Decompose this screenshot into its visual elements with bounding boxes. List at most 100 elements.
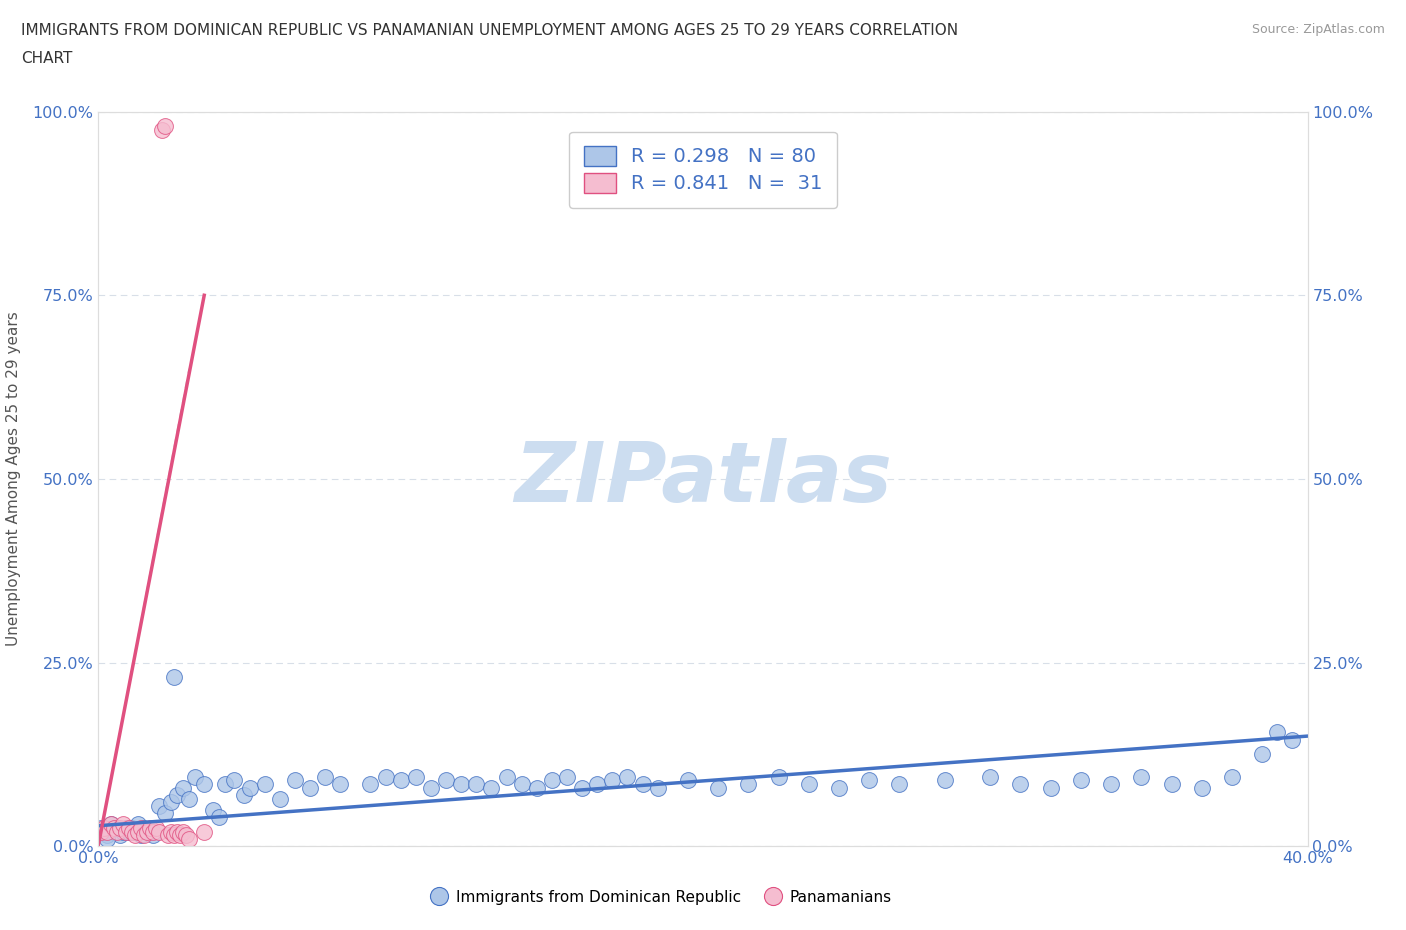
Point xyxy=(858,773,880,788)
Point xyxy=(571,780,593,795)
Point xyxy=(129,828,152,843)
Point xyxy=(156,828,179,843)
Point xyxy=(103,824,125,839)
Point xyxy=(163,670,186,684)
Point xyxy=(114,824,136,839)
Point xyxy=(1281,732,1303,747)
Point xyxy=(139,820,162,835)
Point xyxy=(434,773,457,788)
Point xyxy=(118,820,141,835)
Point xyxy=(737,777,759,791)
Point xyxy=(526,780,548,795)
Point xyxy=(269,791,291,806)
Point xyxy=(127,824,149,839)
Point xyxy=(707,780,730,795)
Point xyxy=(96,831,118,846)
Point xyxy=(405,769,427,784)
Point xyxy=(1220,769,1243,784)
Point xyxy=(202,802,225,817)
Point xyxy=(979,769,1001,784)
Point xyxy=(510,777,533,791)
Point xyxy=(360,777,382,791)
Point xyxy=(602,773,624,788)
Point xyxy=(111,817,134,831)
Point xyxy=(179,831,201,846)
Point xyxy=(139,824,162,839)
Point xyxy=(96,828,118,843)
Point xyxy=(420,780,443,795)
Point xyxy=(1130,769,1153,784)
Point xyxy=(166,788,188,803)
Point xyxy=(616,769,638,784)
Point xyxy=(1251,747,1274,762)
Point xyxy=(121,824,143,839)
Point xyxy=(208,809,231,824)
Point xyxy=(132,828,155,843)
Point xyxy=(631,777,654,791)
Text: CHART: CHART xyxy=(21,51,73,66)
Point xyxy=(828,780,851,795)
Point xyxy=(93,820,115,835)
Point xyxy=(1191,780,1213,795)
Point xyxy=(166,824,188,839)
Point xyxy=(100,817,122,831)
Point xyxy=(100,817,122,831)
Point xyxy=(1267,725,1289,740)
Point xyxy=(124,824,146,839)
Legend: Immigrants from Dominican Republic, Panamanians: Immigrants from Dominican Republic, Pana… xyxy=(423,883,898,911)
Point xyxy=(768,769,790,784)
Point xyxy=(111,824,134,839)
Point xyxy=(1039,780,1062,795)
Point xyxy=(121,820,143,835)
Point xyxy=(90,824,112,839)
Point xyxy=(114,820,136,835)
Point xyxy=(184,769,207,784)
Point xyxy=(555,769,578,784)
Point xyxy=(153,119,176,134)
Legend: R = 0.298   N = 80, R = 0.841   N =  31: R = 0.298 N = 80, R = 0.841 N = 31 xyxy=(569,132,837,207)
Point xyxy=(129,820,152,835)
Point xyxy=(495,769,517,784)
Point xyxy=(118,824,141,839)
Text: IMMIGRANTS FROM DOMINICAN REPUBLIC VS PANAMANIAN UNEMPLOYMENT AMONG AGES 25 TO 2: IMMIGRANTS FROM DOMINICAN REPUBLIC VS PA… xyxy=(21,23,959,38)
Point xyxy=(142,828,165,843)
Point xyxy=(96,824,118,839)
Point xyxy=(389,773,412,788)
Point xyxy=(148,799,170,814)
Point xyxy=(193,777,215,791)
Point xyxy=(153,805,176,820)
Point xyxy=(150,123,173,138)
Point xyxy=(329,777,352,791)
Point xyxy=(103,820,125,835)
Point xyxy=(284,773,307,788)
Point xyxy=(934,773,956,788)
Point xyxy=(1099,777,1122,791)
Point xyxy=(172,824,194,839)
Point xyxy=(214,777,236,791)
Point xyxy=(108,828,131,843)
Point xyxy=(108,820,131,835)
Point xyxy=(239,780,262,795)
Point xyxy=(132,820,155,835)
Point xyxy=(540,773,562,788)
Point xyxy=(232,788,254,803)
Text: Source: ZipAtlas.com: Source: ZipAtlas.com xyxy=(1251,23,1385,36)
Point xyxy=(797,777,820,791)
Point xyxy=(172,780,194,795)
Point xyxy=(93,824,115,839)
Point xyxy=(1010,777,1032,791)
Point xyxy=(450,777,472,791)
Point xyxy=(889,777,911,791)
Point xyxy=(374,769,396,784)
Point xyxy=(145,820,167,835)
Point xyxy=(299,780,322,795)
Point xyxy=(314,769,336,784)
Point xyxy=(174,828,197,843)
Point xyxy=(127,817,149,831)
Y-axis label: Unemployment Among Ages 25 to 29 years: Unemployment Among Ages 25 to 29 years xyxy=(7,312,21,646)
Point xyxy=(90,820,112,835)
Point xyxy=(647,780,669,795)
Point xyxy=(163,828,186,843)
Point xyxy=(135,824,157,839)
Point xyxy=(676,773,699,788)
